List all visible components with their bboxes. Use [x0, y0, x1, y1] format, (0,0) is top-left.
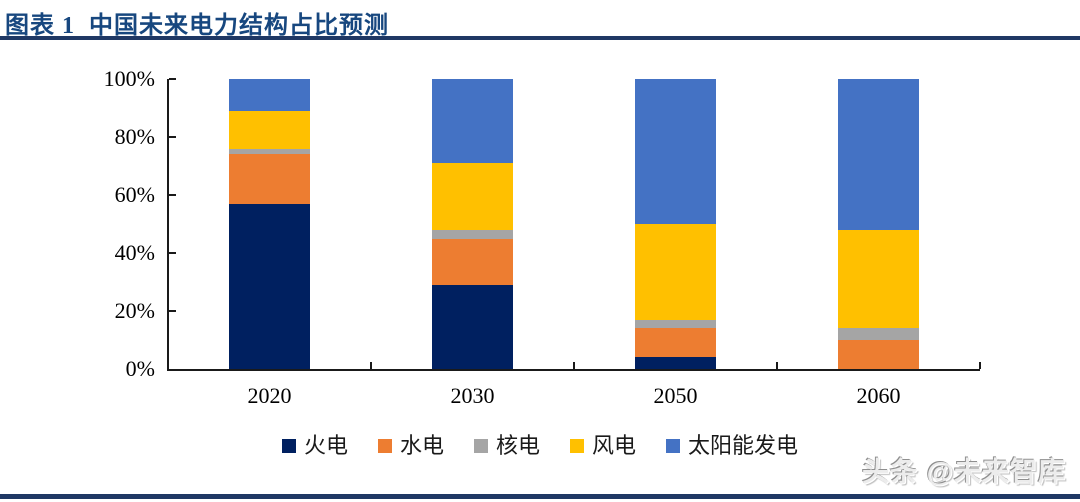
- figure-title: 图表 1 中国未来电力结构占比预测: [5, 13, 389, 39]
- legend-swatch-wind: [570, 439, 584, 453]
- y-axis-line: [167, 79, 169, 371]
- y-axis-tick-label: 20%: [114, 298, 155, 323]
- bar-segment-hydro: [432, 238, 513, 285]
- bar-segment-solar: [838, 79, 919, 230]
- bar-segment-wind: [838, 229, 919, 329]
- legend-item-wind: 风电: [570, 433, 636, 459]
- y-axis-tick: [169, 252, 176, 254]
- bar-segment-nuclear: [635, 319, 716, 329]
- legend-item-hydro: 水电: [377, 433, 444, 459]
- y-axis-tick-label: 60%: [114, 182, 155, 207]
- legend-swatch-thermal: [281, 439, 296, 453]
- y-axis-tick-label: 40%: [114, 240, 155, 265]
- bar-segment-solar: [635, 79, 716, 225]
- y-axis-tick: [169, 136, 176, 138]
- bar-segment-solar: [432, 79, 513, 164]
- x-axis-tick: [979, 362, 981, 369]
- legend-label-thermal: 火电: [303, 433, 348, 458]
- bar-2060: [838, 79, 919, 369]
- bar-segment-hydro: [229, 154, 310, 204]
- legend-swatch-solar: [666, 439, 681, 453]
- bottom-rule-line: [0, 494, 1080, 499]
- legend-swatch-hydro: [377, 439, 392, 453]
- title-rule-line: [0, 36, 1080, 40]
- bar-segment-wind: [432, 163, 513, 230]
- bar-segment-hydro: [838, 340, 919, 369]
- bar-segment-thermal: [432, 284, 513, 369]
- bar-segment-wind: [635, 224, 716, 320]
- chart-legend: 火电 水电 核电 风电 太阳能发电: [0, 433, 1080, 459]
- x-axis-tick: [776, 362, 778, 369]
- x-axis-label: 2050: [653, 383, 698, 408]
- bar-segment-wind: [229, 110, 310, 149]
- bar-segment-nuclear: [838, 328, 919, 340]
- x-axis-label: 2020: [247, 383, 292, 408]
- legend-label-wind: 风电: [592, 433, 637, 458]
- bar-segment-thermal: [229, 203, 310, 369]
- bar-2030: [432, 79, 513, 369]
- x-axis-label: 2030: [450, 383, 495, 408]
- y-axis-tick: [169, 194, 176, 196]
- bar-segment-nuclear: [432, 229, 513, 239]
- y-axis-tick-label: 100%: [103, 66, 155, 91]
- bar-2050: [635, 79, 716, 369]
- legend-swatch-nuclear: [473, 439, 488, 453]
- bar-segment-hydro: [635, 328, 716, 358]
- x-axis-tick: [573, 362, 575, 369]
- y-axis-tick-label: 80%: [114, 124, 155, 149]
- bar-segment-solar: [229, 79, 310, 111]
- x-axis-tick: [370, 362, 372, 369]
- y-axis-tick: [169, 78, 176, 80]
- y-axis-tick: [169, 310, 176, 312]
- watermark: 头条 @未来智库: [862, 457, 1066, 487]
- x-axis-line: [167, 369, 980, 371]
- bar-segment-nuclear: [229, 148, 310, 155]
- legend-item-thermal: 火电: [281, 433, 348, 459]
- bar-2020: [229, 79, 310, 369]
- bar-segment-thermal: [635, 357, 716, 369]
- legend-label-solar: 太阳能发电: [688, 433, 799, 458]
- x-axis-label: 2060: [856, 383, 901, 408]
- y-axis-tick-label: 0%: [125, 356, 155, 381]
- legend-label-hydro: 水电: [399, 433, 444, 458]
- legend-item-solar: 太阳能发电: [666, 433, 798, 459]
- legend-item-nuclear: 核电: [473, 433, 540, 459]
- legend-label-nuclear: 核电: [495, 433, 540, 458]
